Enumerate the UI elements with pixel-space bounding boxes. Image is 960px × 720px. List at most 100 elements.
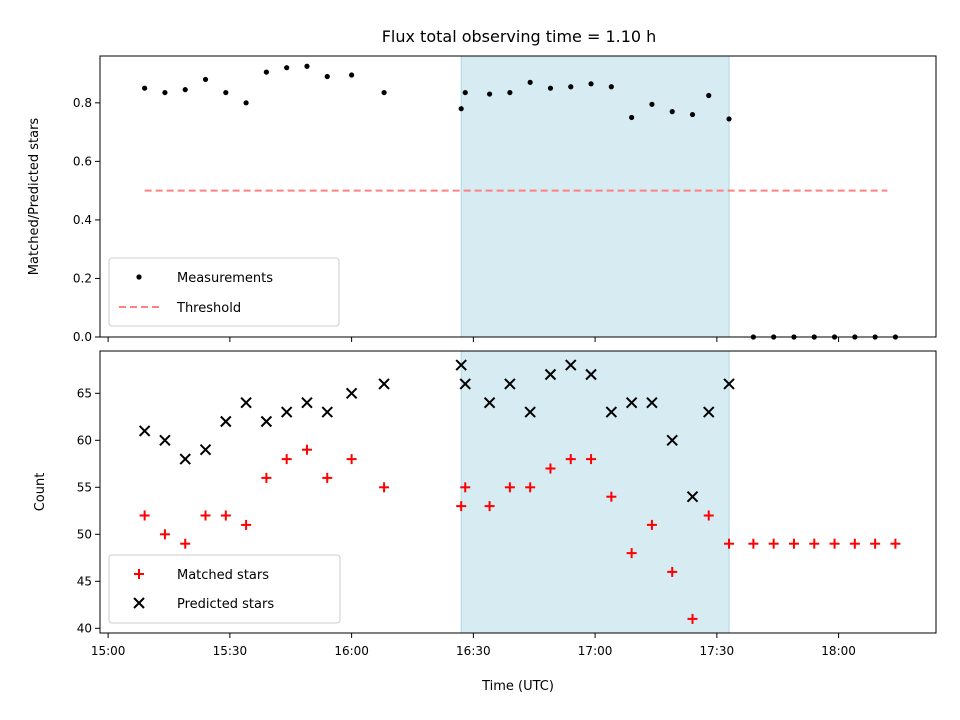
predicted-stars-point (666, 434, 678, 447)
predicted-stars-point (605, 406, 618, 418)
y-tick-label: 65 (77, 386, 92, 400)
matched-stars-point (281, 454, 292, 465)
measurement-point (324, 73, 330, 80)
x-tick-label: 15:00 (91, 644, 126, 658)
measurement-point (608, 84, 614, 90)
measurement-point (304, 63, 310, 69)
x-tick-label: 16:00 (334, 644, 369, 658)
predicted-stars-point (565, 359, 577, 371)
matched-stars-point (586, 454, 597, 465)
measurement-point (458, 106, 464, 112)
measurement-point (568, 84, 574, 90)
predicted-stars-point (703, 406, 715, 418)
shaded-interval-bottom (460, 350, 730, 634)
x-axis-label: Time (UTC) (481, 679, 554, 694)
matched-stars-point (379, 482, 390, 493)
bottom-x-ticks: 15:00 15:30 16:00 16:30 17:00 17:30 18:00 (91, 633, 856, 658)
predicted-stars-point (138, 425, 151, 437)
measurement-point (547, 85, 554, 91)
y-tick-label: 0.4 (73, 213, 92, 227)
measurement-point (486, 91, 493, 97)
matched-stars-point (870, 538, 881, 549)
matched-stars-point (322, 472, 333, 483)
matched-stars-point (346, 454, 357, 465)
bottom-plot-area (138, 359, 901, 624)
matched-stars-point (809, 538, 820, 549)
bottom-axes-frame (99, 350, 937, 634)
measurement-point (689, 111, 696, 118)
y-tick-label: 0.6 (73, 154, 92, 168)
measurement-point (182, 87, 188, 93)
matched-stars-point (849, 538, 860, 549)
bottom-panel: 40 45 50 55 60 65 15:00 15:30 16:00 16:30 17:00 17… (33, 350, 937, 694)
measurement-point (162, 89, 168, 96)
matched-stars-point (456, 501, 467, 512)
x-tick-label: 16:30 (456, 644, 491, 658)
legend-measurements-label: Measurements (177, 271, 273, 286)
measurement-point (629, 114, 635, 121)
matched-stars-point (606, 491, 617, 502)
x-tick-label: 15:30 (213, 644, 248, 658)
matched-stars-point (565, 454, 576, 465)
measurement-point (142, 85, 148, 91)
predicted-stars-point (544, 368, 557, 381)
predicted-stars-point (585, 368, 597, 381)
measurement-point (202, 76, 209, 83)
predicted-stars-point (240, 396, 252, 409)
measurement-point (507, 89, 513, 96)
predicted-stars-point (524, 406, 536, 418)
measurement-point (462, 89, 468, 96)
top-panel: 0.00.20.40.60.8 Matched/Predicted stars … (27, 55, 937, 344)
measurement-point (726, 116, 732, 122)
measurement-point (349, 72, 355, 78)
matched-stars-point (545, 463, 556, 474)
predicted-stars-point (321, 406, 333, 418)
predicted-stars-point (504, 378, 516, 390)
predicted-stars-point (459, 378, 471, 390)
top-plot-area (142, 63, 899, 340)
matched-stars-point (504, 482, 515, 493)
top-x-ticks (107, 337, 840, 342)
measurement-point (669, 109, 675, 115)
measurement-point (381, 89, 387, 96)
matched-stars-point (748, 538, 759, 549)
y-tick-label: 60 (77, 433, 92, 447)
matched-stars-point (241, 519, 252, 530)
x-tick-label: 17:00 (578, 644, 613, 658)
predicted-stars-point (723, 378, 735, 390)
legend-measurements-marker (136, 274, 142, 280)
predicted-stars-point (159, 434, 171, 447)
measurement-point (649, 101, 655, 107)
y-tick-label: 50 (77, 527, 92, 541)
measurement-point (284, 65, 290, 71)
matched-stars-point (703, 510, 714, 521)
top-y-axis-label: Matched/Predicted stars (27, 118, 42, 276)
predicted-stars-point (199, 443, 212, 456)
bottom-y-ticks: 40 45 50 55 60 65 (77, 386, 100, 635)
predicted-stars-point (220, 415, 232, 428)
matched-stars-point (646, 519, 657, 530)
matched-stars-point (890, 538, 901, 549)
legend-predicted-label: Predicted stars (177, 597, 274, 612)
measurement-point (706, 92, 712, 99)
predicted-stars-point (483, 396, 496, 409)
x-tick-label: 18:00 (821, 644, 856, 658)
x-tick-label: 17:30 (700, 644, 735, 658)
predicted-stars-point (179, 453, 191, 465)
chart-title: Flux total observing time = 1.10 h (382, 27, 657, 46)
top-axes-frame (99, 55, 937, 338)
y-tick-label: 0.2 (73, 271, 92, 285)
matched-stars-point (139, 510, 150, 521)
legend-matched-label: Matched stars (177, 568, 269, 583)
matched-stars-point (460, 482, 471, 493)
predicted-stars-point (280, 406, 293, 418)
predicted-stars-point (301, 396, 313, 409)
matched-stars-point (768, 538, 779, 549)
matched-stars-point (724, 538, 735, 549)
legend-threshold-label: Threshold (176, 301, 241, 316)
matched-stars-point (484, 501, 495, 512)
matched-stars-point (829, 538, 840, 549)
predicted-stars-point (455, 359, 467, 371)
legend-predicted-marker (133, 597, 145, 609)
matched-stars-point (180, 538, 191, 549)
